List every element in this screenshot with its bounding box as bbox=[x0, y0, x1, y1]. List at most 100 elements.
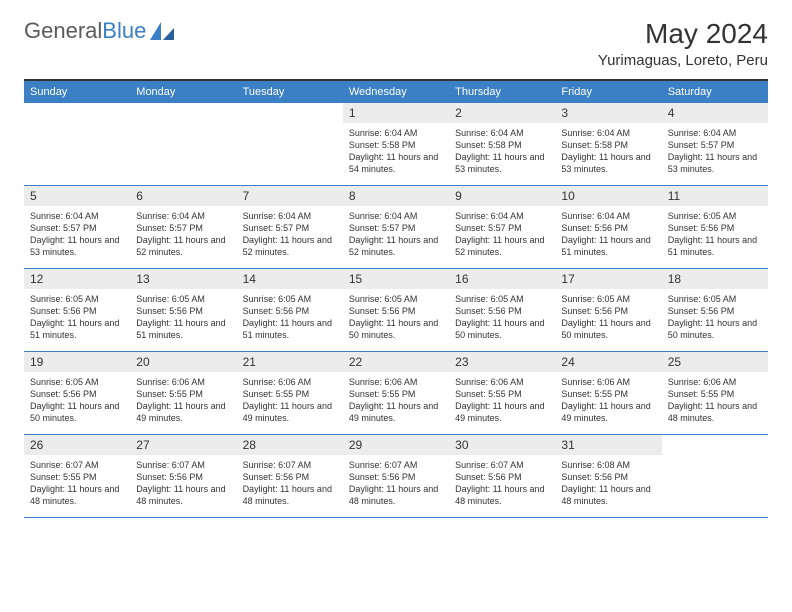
day-number: 30 bbox=[449, 435, 555, 455]
day-details: Sunrise: 6:06 AMSunset: 5:55 PMDaylight:… bbox=[662, 372, 768, 431]
day-number: 3 bbox=[555, 103, 661, 123]
day-details: Sunrise: 6:05 AMSunset: 5:56 PMDaylight:… bbox=[130, 289, 236, 348]
day-details: Sunrise: 6:04 AMSunset: 5:57 PMDaylight:… bbox=[130, 206, 236, 265]
day-number: 31 bbox=[555, 435, 661, 455]
day-number: 6 bbox=[130, 186, 236, 206]
day-cell: 29Sunrise: 6:07 AMSunset: 5:56 PMDayligh… bbox=[343, 435, 449, 517]
day-cell bbox=[237, 103, 343, 185]
day-number: 8 bbox=[343, 186, 449, 206]
day-cell: 4Sunrise: 6:04 AMSunset: 5:57 PMDaylight… bbox=[662, 103, 768, 185]
weekday-header: Wednesday bbox=[343, 81, 449, 103]
day-details: Sunrise: 6:04 AMSunset: 5:57 PMDaylight:… bbox=[237, 206, 343, 265]
day-details: Sunrise: 6:05 AMSunset: 5:56 PMDaylight:… bbox=[449, 289, 555, 348]
day-cell: 9Sunrise: 6:04 AMSunset: 5:57 PMDaylight… bbox=[449, 186, 555, 268]
day-details: Sunrise: 6:05 AMSunset: 5:56 PMDaylight:… bbox=[24, 289, 130, 348]
day-cell bbox=[24, 103, 130, 185]
day-cell bbox=[130, 103, 236, 185]
day-details: Sunrise: 6:05 AMSunset: 5:56 PMDaylight:… bbox=[24, 372, 130, 431]
day-number: 19 bbox=[24, 352, 130, 372]
day-cell: 16Sunrise: 6:05 AMSunset: 5:56 PMDayligh… bbox=[449, 269, 555, 351]
day-details: Sunrise: 6:05 AMSunset: 5:56 PMDaylight:… bbox=[662, 206, 768, 265]
day-cell: 1Sunrise: 6:04 AMSunset: 5:58 PMDaylight… bbox=[343, 103, 449, 185]
week-row: 1Sunrise: 6:04 AMSunset: 5:58 PMDaylight… bbox=[24, 103, 768, 186]
day-number: 14 bbox=[237, 269, 343, 289]
day-details: Sunrise: 6:04 AMSunset: 5:57 PMDaylight:… bbox=[449, 206, 555, 265]
day-cell: 17Sunrise: 6:05 AMSunset: 5:56 PMDayligh… bbox=[555, 269, 661, 351]
day-details: Sunrise: 6:06 AMSunset: 5:55 PMDaylight:… bbox=[449, 372, 555, 431]
weekday-header: Sunday bbox=[24, 81, 130, 103]
weekday-header: Friday bbox=[555, 81, 661, 103]
day-cell: 14Sunrise: 6:05 AMSunset: 5:56 PMDayligh… bbox=[237, 269, 343, 351]
day-details: Sunrise: 6:04 AMSunset: 5:57 PMDaylight:… bbox=[343, 206, 449, 265]
day-number: 10 bbox=[555, 186, 661, 206]
day-cell: 13Sunrise: 6:05 AMSunset: 5:56 PMDayligh… bbox=[130, 269, 236, 351]
day-cell: 2Sunrise: 6:04 AMSunset: 5:58 PMDaylight… bbox=[449, 103, 555, 185]
day-cell: 30Sunrise: 6:07 AMSunset: 5:56 PMDayligh… bbox=[449, 435, 555, 517]
day-details: Sunrise: 6:07 AMSunset: 5:55 PMDaylight:… bbox=[24, 455, 130, 514]
day-details: Sunrise: 6:04 AMSunset: 5:56 PMDaylight:… bbox=[555, 206, 661, 265]
day-cell: 28Sunrise: 6:07 AMSunset: 5:56 PMDayligh… bbox=[237, 435, 343, 517]
day-details: Sunrise: 6:04 AMSunset: 5:58 PMDaylight:… bbox=[449, 123, 555, 182]
day-number: 26 bbox=[24, 435, 130, 455]
day-details: Sunrise: 6:06 AMSunset: 5:55 PMDaylight:… bbox=[237, 372, 343, 431]
day-cell: 10Sunrise: 6:04 AMSunset: 5:56 PMDayligh… bbox=[555, 186, 661, 268]
calendar-grid: SundayMondayTuesdayWednesdayThursdayFrid… bbox=[24, 79, 768, 518]
day-number: 9 bbox=[449, 186, 555, 206]
day-number: 15 bbox=[343, 269, 449, 289]
weekday-header: Saturday bbox=[662, 81, 768, 103]
day-cell: 15Sunrise: 6:05 AMSunset: 5:56 PMDayligh… bbox=[343, 269, 449, 351]
weekday-header: Thursday bbox=[449, 81, 555, 103]
day-cell: 7Sunrise: 6:04 AMSunset: 5:57 PMDaylight… bbox=[237, 186, 343, 268]
day-number bbox=[237, 103, 343, 109]
day-details: Sunrise: 6:06 AMSunset: 5:55 PMDaylight:… bbox=[343, 372, 449, 431]
day-cell: 20Sunrise: 6:06 AMSunset: 5:55 PMDayligh… bbox=[130, 352, 236, 434]
day-cell: 26Sunrise: 6:07 AMSunset: 5:55 PMDayligh… bbox=[24, 435, 130, 517]
day-number: 28 bbox=[237, 435, 343, 455]
day-details: Sunrise: 6:07 AMSunset: 5:56 PMDaylight:… bbox=[130, 455, 236, 514]
weeks-container: 1Sunrise: 6:04 AMSunset: 5:58 PMDaylight… bbox=[24, 103, 768, 518]
day-number: 18 bbox=[662, 269, 768, 289]
day-details: Sunrise: 6:06 AMSunset: 5:55 PMDaylight:… bbox=[130, 372, 236, 431]
day-number: 12 bbox=[24, 269, 130, 289]
title-block: May 2024 Yurimaguas, Loreto, Peru bbox=[598, 18, 768, 69]
day-cell: 22Sunrise: 6:06 AMSunset: 5:55 PMDayligh… bbox=[343, 352, 449, 434]
day-details: Sunrise: 6:06 AMSunset: 5:55 PMDaylight:… bbox=[555, 372, 661, 431]
weekday-header-row: SundayMondayTuesdayWednesdayThursdayFrid… bbox=[24, 81, 768, 103]
day-number: 7 bbox=[237, 186, 343, 206]
day-cell: 25Sunrise: 6:06 AMSunset: 5:55 PMDayligh… bbox=[662, 352, 768, 434]
day-cell: 5Sunrise: 6:04 AMSunset: 5:57 PMDaylight… bbox=[24, 186, 130, 268]
day-details: Sunrise: 6:04 AMSunset: 5:58 PMDaylight:… bbox=[343, 123, 449, 182]
day-cell: 24Sunrise: 6:06 AMSunset: 5:55 PMDayligh… bbox=[555, 352, 661, 434]
day-details: Sunrise: 6:05 AMSunset: 5:56 PMDaylight:… bbox=[343, 289, 449, 348]
day-cell: 23Sunrise: 6:06 AMSunset: 5:55 PMDayligh… bbox=[449, 352, 555, 434]
day-number: 29 bbox=[343, 435, 449, 455]
day-number: 22 bbox=[343, 352, 449, 372]
day-cell: 31Sunrise: 6:08 AMSunset: 5:56 PMDayligh… bbox=[555, 435, 661, 517]
day-details: Sunrise: 6:04 AMSunset: 5:58 PMDaylight:… bbox=[555, 123, 661, 182]
day-details: Sunrise: 6:05 AMSunset: 5:56 PMDaylight:… bbox=[555, 289, 661, 348]
day-number: 11 bbox=[662, 186, 768, 206]
day-number bbox=[662, 435, 768, 441]
day-cell: 3Sunrise: 6:04 AMSunset: 5:58 PMDaylight… bbox=[555, 103, 661, 185]
day-cell: 12Sunrise: 6:05 AMSunset: 5:56 PMDayligh… bbox=[24, 269, 130, 351]
day-cell: 8Sunrise: 6:04 AMSunset: 5:57 PMDaylight… bbox=[343, 186, 449, 268]
day-number bbox=[130, 103, 236, 109]
logo-word-1: General bbox=[24, 18, 102, 43]
day-cell: 18Sunrise: 6:05 AMSunset: 5:56 PMDayligh… bbox=[662, 269, 768, 351]
day-number bbox=[24, 103, 130, 109]
logo: GeneralBlue bbox=[24, 18, 174, 44]
day-number: 27 bbox=[130, 435, 236, 455]
day-number: 5 bbox=[24, 186, 130, 206]
day-number: 4 bbox=[662, 103, 768, 123]
day-details: Sunrise: 6:05 AMSunset: 5:56 PMDaylight:… bbox=[662, 289, 768, 348]
day-details: Sunrise: 6:04 AMSunset: 5:57 PMDaylight:… bbox=[662, 123, 768, 182]
day-details: Sunrise: 6:05 AMSunset: 5:56 PMDaylight:… bbox=[237, 289, 343, 348]
month-title: May 2024 bbox=[598, 18, 768, 50]
page-header: GeneralBlue May 2024 Yurimaguas, Loreto,… bbox=[24, 18, 768, 69]
day-details: Sunrise: 6:07 AMSunset: 5:56 PMDaylight:… bbox=[449, 455, 555, 514]
day-cell: 19Sunrise: 6:05 AMSunset: 5:56 PMDayligh… bbox=[24, 352, 130, 434]
day-number: 21 bbox=[237, 352, 343, 372]
day-number: 24 bbox=[555, 352, 661, 372]
week-row: 26Sunrise: 6:07 AMSunset: 5:55 PMDayligh… bbox=[24, 435, 768, 518]
logo-text: GeneralBlue bbox=[24, 18, 146, 44]
